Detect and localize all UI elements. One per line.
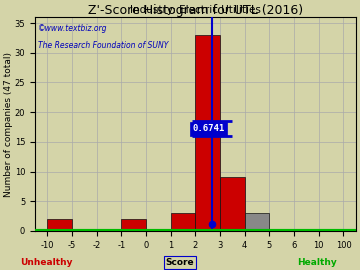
Y-axis label: Number of companies (47 total): Number of companies (47 total) [4, 52, 13, 197]
Bar [220, 177, 245, 231]
Text: 0.6741: 0.6741 [192, 124, 224, 133]
Text: Score: Score [166, 258, 194, 267]
Bar [121, 219, 146, 231]
Bar [171, 213, 195, 231]
Text: The Research Foundation of SUNY: The Research Foundation of SUNY [38, 41, 168, 50]
Text: ©www.textbiz.org: ©www.textbiz.org [38, 23, 108, 33]
Text: Industry: Electric Utilities: Industry: Electric Utilities [130, 5, 261, 15]
Text: Healthy: Healthy [297, 258, 337, 267]
Bar [47, 219, 72, 231]
Title: Z'-Score Histogram for UTL (2016): Z'-Score Histogram for UTL (2016) [88, 4, 303, 17]
Bar [245, 213, 269, 231]
Bar [195, 35, 220, 231]
Text: Unhealthy: Unhealthy [21, 258, 73, 267]
